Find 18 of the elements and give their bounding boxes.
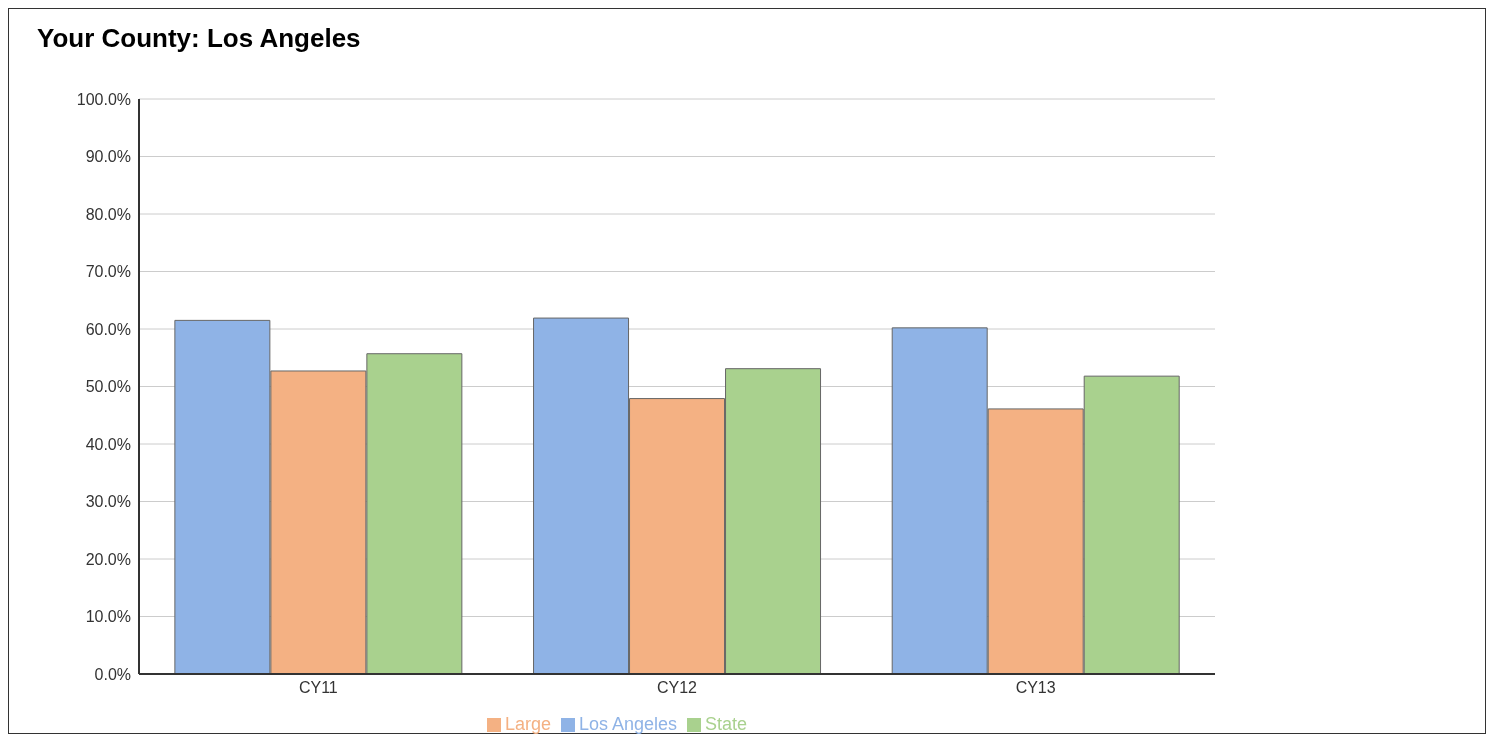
legend-label: State	[705, 714, 748, 734]
y-tick-label: 100.0%	[76, 90, 131, 108]
chart-title: Your County: Los Angeles	[36, 22, 362, 55]
y-tick-label: 40.0%	[85, 435, 131, 453]
legend-label: Los Angeles	[578, 714, 678, 734]
legend-label: Large	[504, 714, 551, 734]
y-tick-label: 30.0%	[85, 493, 131, 511]
y-tick-label: 60.0%	[85, 320, 131, 338]
x-tick-label: CY13	[1015, 679, 1056, 697]
y-tick-label: 20.0%	[85, 550, 131, 568]
x-tick-label: CY12	[656, 679, 698, 697]
y-tick-label: 80.0%	[85, 205, 131, 223]
y-tick-label: 10.0%	[85, 608, 131, 626]
y-tick-label: 0.0%	[94, 665, 131, 683]
x-tick-label: CY11	[298, 679, 338, 697]
y-tick-label: 50.0%	[85, 378, 131, 396]
y-tick-label: 70.0%	[85, 263, 131, 281]
y-tick-label: 90.0%	[85, 148, 131, 166]
